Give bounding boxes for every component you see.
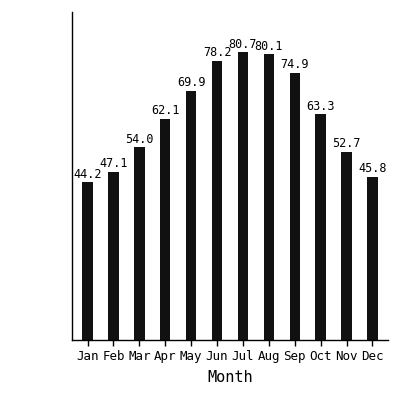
Bar [186, 91, 196, 340]
X-axis label: Month: Month [207, 370, 253, 385]
Text: 45.8: 45.8 [358, 162, 387, 175]
Bar [367, 177, 378, 340]
Text: 80.1: 80.1 [255, 40, 283, 53]
Bar [290, 73, 300, 340]
Text: 47.1: 47.1 [99, 157, 128, 170]
Bar [160, 118, 170, 340]
Bar [82, 182, 93, 340]
Bar [238, 52, 248, 340]
Text: 54.0: 54.0 [125, 133, 154, 146]
Bar [108, 172, 119, 340]
Text: 63.3: 63.3 [306, 100, 335, 112]
Text: 80.7: 80.7 [229, 38, 257, 50]
Text: 62.1: 62.1 [151, 104, 180, 117]
Bar [134, 148, 144, 340]
Text: 69.9: 69.9 [177, 76, 205, 89]
Bar [264, 54, 274, 340]
Text: 78.2: 78.2 [203, 46, 231, 60]
Text: 44.2: 44.2 [73, 168, 102, 181]
Bar [212, 61, 222, 340]
Bar [316, 114, 326, 340]
Bar [341, 152, 352, 340]
Text: 74.9: 74.9 [280, 58, 309, 71]
Text: 52.7: 52.7 [332, 137, 361, 150]
